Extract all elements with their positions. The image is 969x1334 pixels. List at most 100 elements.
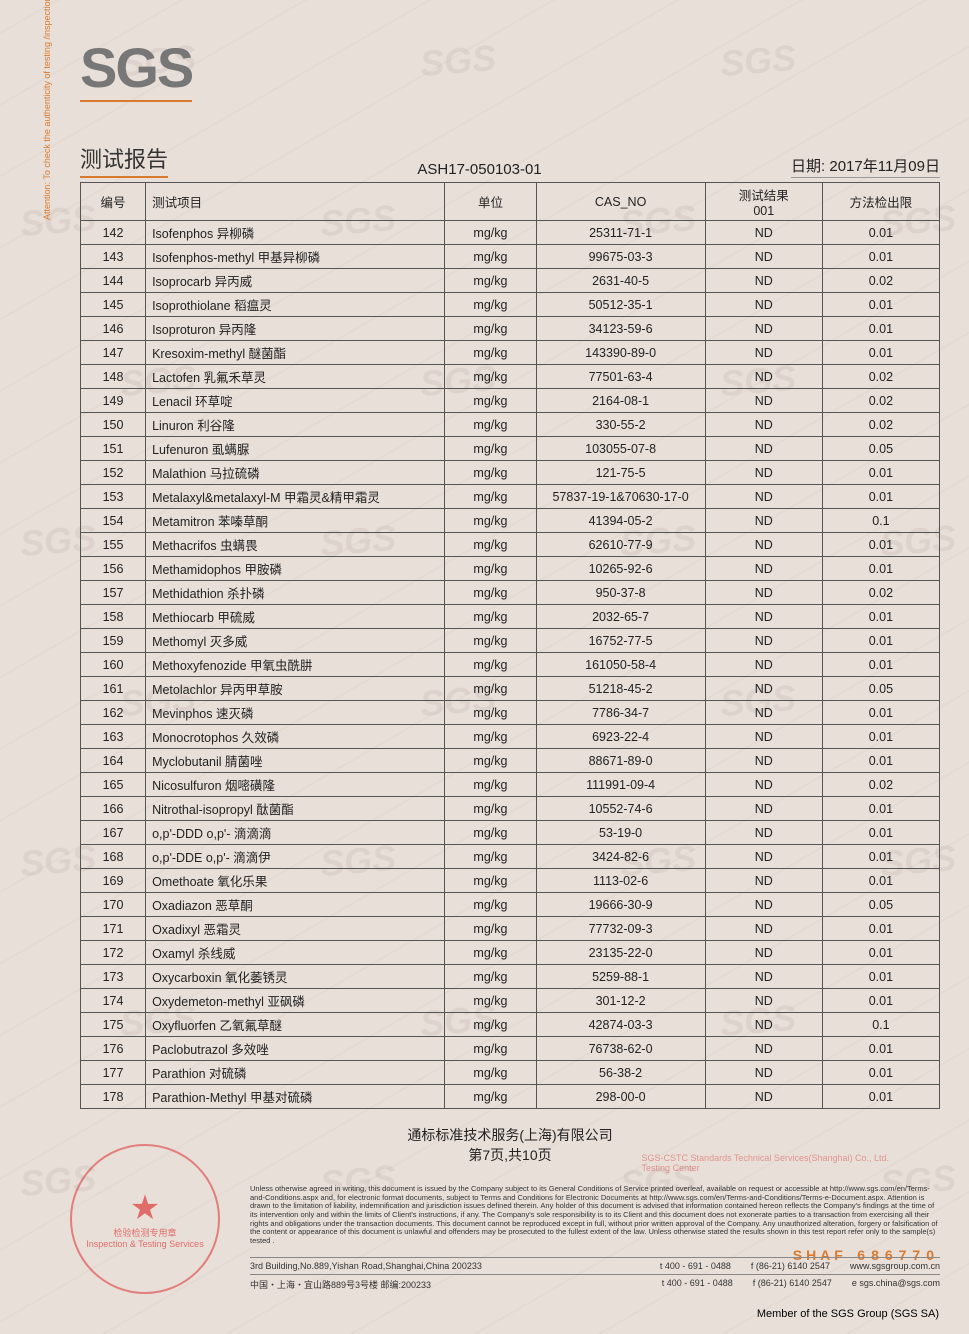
cell-unit: mg/kg <box>445 989 536 1013</box>
cell-item: Metalaxyl&metalaxyl-M 甲霜灵&精甲霜灵 <box>146 485 445 509</box>
cell-item: Methamidophos 甲胺磷 <box>146 557 445 581</box>
cell-result: ND <box>705 365 822 389</box>
cell-item: Isoprothiolane 稻瘟灵 <box>146 293 445 317</box>
cell-cas: 76738-62-0 <box>536 1037 705 1061</box>
cell-result: ND <box>705 389 822 413</box>
sgs-logo: SGS <box>80 40 192 102</box>
cell-no: 145 <box>81 293 146 317</box>
cell-result: ND <box>705 293 822 317</box>
cell-unit: mg/kg <box>445 461 536 485</box>
cell-no: 163 <box>81 725 146 749</box>
cell-item: Oxyfluorfen 乙氧氟草醚 <box>146 1013 445 1037</box>
col-header-detect: 方法检出限 <box>822 183 939 221</box>
cell-cas: 19666-30-9 <box>536 893 705 917</box>
cell-item: Parathion 对硫磷 <box>146 1061 445 1085</box>
cell-no: 174 <box>81 989 146 1013</box>
cell-cas: 143390-89-0 <box>536 341 705 365</box>
cell-detect: 0.01 <box>822 797 939 821</box>
cell-no: 172 <box>81 941 146 965</box>
cell-detect: 0.01 <box>822 485 939 509</box>
cell-item: Malathion 马拉硫磷 <box>146 461 445 485</box>
cell-cas: 10552-74-6 <box>536 797 705 821</box>
table-row: 173Oxycarboxin 氧化萎锈灵mg/kg5259-88-1ND0.01 <box>81 965 940 989</box>
cell-item: Omethoate 氧化乐果 <box>146 869 445 893</box>
table-row: 169Omethoate 氧化乐果mg/kg1113-02-6ND0.01 <box>81 869 940 893</box>
cell-detect: 0.02 <box>822 389 939 413</box>
page-content: SGS 测试报告 ASH17-050103-01 日期: 2017年11月09日… <box>80 40 940 1263</box>
web2: e sgs.china@sgs.com <box>852 1278 940 1291</box>
cell-cas: 62610-77-9 <box>536 533 705 557</box>
cell-no: 159 <box>81 629 146 653</box>
table-row: 163Monocrotophos 久效磷mg/kg6923-22-4ND0.01 <box>81 725 940 749</box>
cell-no: 151 <box>81 437 146 461</box>
cell-detect: 0.02 <box>822 581 939 605</box>
cell-cas: 50512-35-1 <box>536 293 705 317</box>
cell-unit: mg/kg <box>445 1061 536 1085</box>
cell-detect: 0.1 <box>822 509 939 533</box>
cell-result: ND <box>705 629 822 653</box>
cell-unit: mg/kg <box>445 941 536 965</box>
member-text: Member of the SGS Group (SGS SA) <box>757 1308 939 1320</box>
cell-detect: 0.01 <box>822 725 939 749</box>
cell-result: ND <box>705 821 822 845</box>
cell-item: Metolachlor 异丙甲草胺 <box>146 677 445 701</box>
table-row: 156Methamidophos 甲胺磷mg/kg10265-92-6ND0.0… <box>81 557 940 581</box>
cell-detect: 0.01 <box>822 1085 939 1109</box>
cell-unit: mg/kg <box>445 677 536 701</box>
cell-result: ND <box>705 869 822 893</box>
cell-unit: mg/kg <box>445 389 536 413</box>
cell-cas: 2631-40-5 <box>536 269 705 293</box>
cell-unit: mg/kg <box>445 893 536 917</box>
cell-no: 143 <box>81 245 146 269</box>
cell-unit: mg/kg <box>445 341 536 365</box>
cell-item: Linuron 利谷隆 <box>146 413 445 437</box>
cell-cas: 77501-63-4 <box>536 365 705 389</box>
cell-item: Myclobutanil 腈菌唑 <box>146 749 445 773</box>
cell-detect: 0.01 <box>822 533 939 557</box>
table-row: 145Isoprothiolane 稻瘟灵mg/kg50512-35-1ND0.… <box>81 293 940 317</box>
cell-result: ND <box>705 797 822 821</box>
cell-cas: 301-12-2 <box>536 989 705 1013</box>
cell-cas: 103055-07-8 <box>536 437 705 461</box>
table-row: 159Methomyl 灭多威mg/kg16752-77-5ND0.01 <box>81 629 940 653</box>
cell-detect: 0.02 <box>822 269 939 293</box>
col-header-item: 测试项目 <box>146 183 445 221</box>
cell-cas: 3424-82-6 <box>536 845 705 869</box>
cell-unit: mg/kg <box>445 653 536 677</box>
cell-detect: 0.02 <box>822 773 939 797</box>
cell-no: 175 <box>81 1013 146 1037</box>
table-row: 162Mevinphos 速灭磷mg/kg7786-34-7ND0.01 <box>81 701 940 725</box>
table-row: 152Malathion 马拉硫磷mg/kg121-75-5ND0.01 <box>81 461 940 485</box>
cell-item: Methacrifos 虫螨畏 <box>146 533 445 557</box>
cell-cas: 34123-59-6 <box>536 317 705 341</box>
cell-unit: mg/kg <box>445 821 536 845</box>
cell-detect: 0.01 <box>822 989 939 1013</box>
cell-result: ND <box>705 917 822 941</box>
cell-result: ND <box>705 845 822 869</box>
table-row: 158Methiocarb 甲硫威mg/kg2032-65-7ND0.01 <box>81 605 940 629</box>
cell-cas: 51218-45-2 <box>536 677 705 701</box>
cell-result: ND <box>705 1037 822 1061</box>
fax2: f (86-21) 6140 2547 <box>753 1278 832 1291</box>
cell-detect: 0.01 <box>822 341 939 365</box>
address-line-1: 3rd Building,No.889,Yishan Road,Shanghai… <box>250 1257 940 1274</box>
cell-result: ND <box>705 485 822 509</box>
cell-result: ND <box>705 749 822 773</box>
cell-cas: 42874-03-3 <box>536 1013 705 1037</box>
cell-item: Lactofen 乳氟禾草灵 <box>146 365 445 389</box>
table-row: 142Isofenphos 异柳磷mg/kg25311-71-1ND0.01 <box>81 221 940 245</box>
side-attention-text: Attention: To check the authenticity of … <box>42 0 52 220</box>
table-row: 153Metalaxyl&metalaxyl-M 甲霜灵&精甲霜灵mg/kg57… <box>81 485 940 509</box>
cell-cas: 25311-71-1 <box>536 221 705 245</box>
cell-detect: 0.01 <box>822 245 939 269</box>
cell-unit: mg/kg <box>445 413 536 437</box>
cell-unit: mg/kg <box>445 317 536 341</box>
table-row: 148Lactofen 乳氟禾草灵mg/kg77501-63-4ND0.02 <box>81 365 940 389</box>
cell-detect: 0.01 <box>822 845 939 869</box>
cell-cas: 111991-09-4 <box>536 773 705 797</box>
cell-result: ND <box>705 245 822 269</box>
tel1: t 400 - 691 - 0488 <box>660 1261 731 1271</box>
cell-result: ND <box>705 893 822 917</box>
address-line-2: 中国・上海・宜山路889号3号楼 邮编:200233 t 400 - 691 -… <box>250 1274 940 1294</box>
table-row: 161Metolachlor 异丙甲草胺mg/kg51218-45-2ND0.0… <box>81 677 940 701</box>
